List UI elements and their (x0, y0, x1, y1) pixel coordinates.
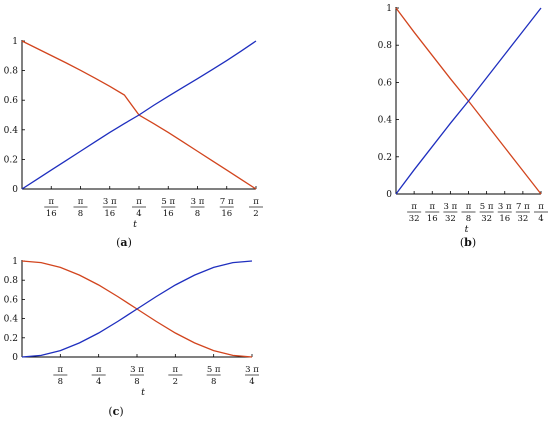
x-tick-label-num: π (78, 197, 84, 207)
x-axis-label: t (133, 219, 137, 230)
panel-caption-letter: c (113, 405, 120, 418)
y-tick-label: 0.8 (4, 67, 19, 77)
y-tick-label: 1 (12, 257, 18, 267)
x-tick-label-num: 5 π (207, 365, 221, 375)
x-axis-label: t (465, 224, 469, 235)
x-tick-label-den: 16 (499, 214, 510, 224)
x-tick-label-num: 7 π (516, 202, 530, 212)
x-tick-label-num: 3 π (191, 197, 205, 207)
x-tick-label-num: 3 π (245, 365, 259, 375)
y-tick-label: 0.4 (4, 315, 19, 325)
y-tick-label: 1 (12, 37, 18, 47)
x-tick-label-num: π (48, 197, 54, 207)
y-tick-label: 0.4 (378, 116, 393, 126)
y-tick-label: 0.8 (4, 276, 19, 286)
panel-caption-letter: a (120, 236, 127, 249)
x-tick-label-den: 8 (78, 209, 83, 219)
x-tick-label-num: π (538, 202, 544, 212)
x-tick-label-den: 32 (445, 214, 456, 224)
series-line-1 (21, 40, 257, 190)
x-tick-label-num: π (411, 202, 417, 212)
x-tick-label-num: 7 π (220, 197, 234, 207)
x-tick-label-num: π (429, 202, 435, 212)
chart-b: 0 0.2 0.4 0.6 0.8 1 π 32 π 16 3 π 32 π 8 5 π 32 3 π 16 7 π… (378, 4, 548, 249)
y-tick-label: 0 (12, 185, 18, 195)
x-tick-label-den: 4 (136, 209, 141, 219)
x-tick-label-den: 16 (46, 209, 57, 219)
x-tick-label-num: 5 π (480, 202, 494, 212)
y-tick-label: 0.2 (4, 155, 18, 165)
x-tick-label-num: π (58, 365, 64, 375)
x-tick-label-den: 16 (163, 209, 174, 219)
x-tick-label-den: 16 (104, 209, 115, 219)
chart-a: 0 0.2 0.4 0.6 0.8 1 π 16 π 8 3 π 16 π 4 5 π 16 3 π 8 7 π 16… (4, 37, 263, 249)
x-tick-label-den: 2 (173, 377, 178, 387)
y-tick-label: 0.8 (378, 41, 393, 51)
y-tick-label: 0.6 (378, 78, 393, 88)
y-tick-label: 1 (386, 4, 392, 14)
x-tick-label-num: 3 π (498, 202, 512, 212)
panel-caption: (a) (116, 236, 132, 249)
x-tick-label-num: 5 π (161, 197, 175, 207)
chart-c: 0 0.2 0.4 0.6 0.8 1 π 8 π 4 3 π 8 π 2 5 π 8 3 π 4 t (c) (4, 257, 260, 418)
x-tick-label-num: π (253, 197, 259, 207)
y-tick-label: 0.2 (4, 334, 18, 344)
x-tick-label-num: π (96, 365, 102, 375)
series-line-1 (395, 7, 542, 195)
y-tick-label: 0.6 (4, 295, 19, 305)
x-tick-label-den: 32 (409, 214, 420, 224)
x-tick-label-num: π (466, 202, 472, 212)
x-tick-label-num: π (173, 365, 179, 375)
x-tick-label-num: 3 π (130, 365, 144, 375)
x-tick-label-den: 4 (538, 214, 543, 224)
x-tick-label-den: 8 (211, 377, 216, 387)
y-tick-label: 0 (386, 190, 392, 200)
x-tick-label-den: 32 (517, 214, 528, 224)
panel-caption-letter: b (464, 236, 472, 249)
x-tick-label-den: 4 (96, 377, 101, 387)
x-tick-label-den: 4 (249, 377, 254, 387)
panel-caption: (b) (460, 236, 476, 249)
x-tick-label-den: 8 (58, 377, 63, 387)
y-tick-label: 0 (12, 353, 18, 363)
x-axis-label: t (141, 387, 145, 398)
y-tick-label: 0.6 (4, 96, 19, 106)
x-tick-label-den: 8 (134, 377, 139, 387)
x-tick-label-num: 3 π (103, 197, 117, 207)
panel-caption: (c) (108, 405, 123, 418)
x-tick-label-den: 8 (195, 209, 200, 219)
series-line-1 (21, 260, 253, 358)
y-tick-label: 0.4 (4, 126, 19, 136)
x-tick-label-den: 8 (466, 214, 471, 224)
y-tick-label: 0.2 (378, 153, 392, 163)
x-tick-label-num: 3 π (444, 202, 458, 212)
x-tick-label-num: π (136, 197, 142, 207)
x-tick-label-den: 2 (253, 209, 258, 219)
x-tick-label-den: 16 (427, 214, 438, 224)
x-tick-label-den: 32 (481, 214, 492, 224)
x-tick-label-den: 16 (221, 209, 232, 219)
